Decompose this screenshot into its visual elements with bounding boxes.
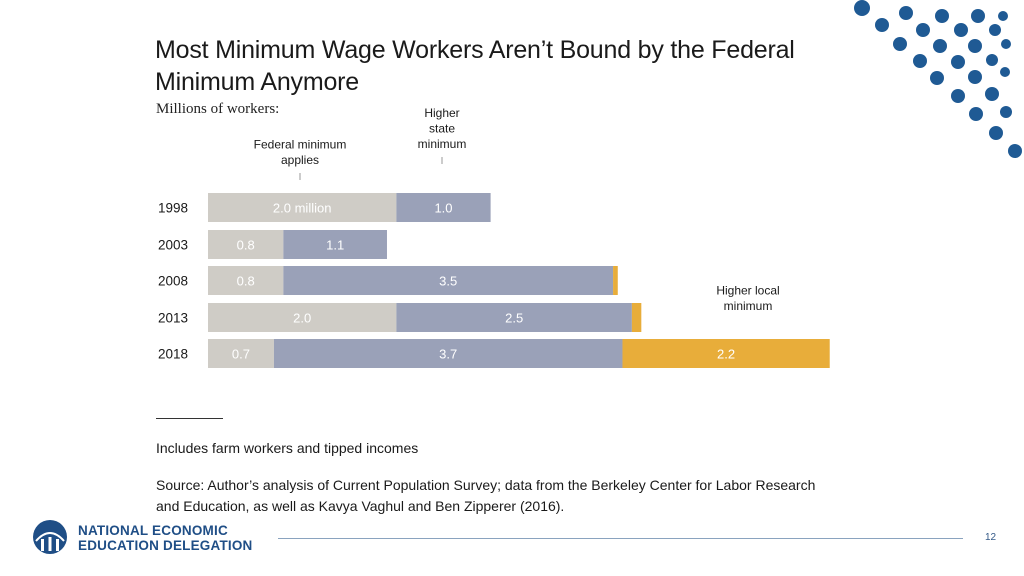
data-label: 2.0 million — [273, 201, 332, 216]
decorative-dot — [986, 54, 998, 66]
decorative-dot — [1000, 106, 1012, 118]
decorative-dot — [951, 89, 965, 103]
decorative-dot — [998, 11, 1008, 21]
series-annotation: Federal minimum — [254, 138, 347, 152]
decorative-dot — [971, 9, 985, 23]
data-label: 0.8 — [237, 274, 255, 289]
chart-title: Most Minimum Wage Workers Aren’t Bound b… — [155, 36, 795, 96]
bar-segment — [631, 303, 642, 332]
decorative-dot — [916, 23, 930, 37]
data-label: 1.0 — [434, 201, 452, 216]
decorative-dot — [969, 107, 983, 121]
decorative-dot — [989, 126, 1003, 140]
decorative-dot — [954, 23, 968, 37]
chart-source: Source: Author’s analysis of Current Pop… — [156, 477, 816, 514]
decorative-dot — [1008, 144, 1022, 158]
bar-segment — [208, 266, 284, 295]
data-label: 3.7 — [439, 347, 457, 362]
decorative-dot — [1001, 39, 1011, 49]
decorative-dot — [913, 54, 927, 68]
org-name-line2: EDUCATION DELEGATION — [78, 538, 253, 553]
page-number: 12 — [985, 532, 997, 543]
series-annotation: minimum — [724, 299, 773, 313]
decorative-dot — [893, 37, 907, 51]
decorative-dot — [899, 6, 913, 20]
decorative-dot — [854, 0, 870, 16]
series-annotation: minimum — [418, 137, 467, 151]
data-label: 3.5 — [439, 274, 457, 289]
footer-rule — [278, 538, 963, 539]
data-label: 2.0 — [293, 311, 311, 326]
year-label: 1998 — [158, 201, 188, 216]
nee-logo-icon — [33, 520, 67, 554]
data-label: 2.2 — [717, 347, 735, 362]
decorative-dot — [951, 55, 965, 69]
bar-segment — [613, 266, 618, 295]
bar-segment — [208, 339, 274, 368]
data-label: 1.1 — [326, 238, 344, 253]
bar-segment — [396, 193, 491, 222]
decorative-dot — [875, 18, 889, 32]
bar-segment — [208, 303, 397, 332]
stacked-bar-chart: 1998 2.0 million 1.0 2003 0.8 1.1 2008 0.8 3.5 20… — [158, 106, 830, 368]
series-annotation: Higher — [424, 106, 459, 120]
decorative-dot — [930, 71, 944, 85]
series-annotation: Higher local — [716, 284, 779, 298]
decorative-dot — [933, 39, 947, 53]
data-label: 2.5 — [505, 311, 523, 326]
decorative-dot — [1000, 67, 1010, 77]
decorative-dot — [968, 39, 982, 53]
chart-subtitle: Millions of workers: — [156, 101, 280, 117]
decorative-dot — [968, 70, 982, 84]
bar-segment — [208, 230, 284, 259]
bar-segment — [283, 230, 387, 259]
year-label: 2013 — [158, 311, 188, 326]
decorative-dot-pattern — [854, 0, 1022, 158]
decorative-dot — [935, 9, 949, 23]
bar-segment — [622, 339, 830, 368]
year-label: 2018 — [158, 347, 188, 362]
chart-note: Includes farm workers and tipped incomes — [156, 440, 419, 456]
org-name: NATIONAL ECONOMIC EDUCATION DELEGATION — [78, 523, 253, 553]
bar-segment — [283, 266, 614, 295]
series-annotation: applies — [281, 153, 319, 167]
bar-segment — [396, 303, 632, 332]
footnote-divider — [156, 418, 223, 419]
year-label: 2008 — [158, 274, 188, 289]
decorative-dot — [985, 87, 999, 101]
data-label: 0.7 — [232, 347, 250, 362]
org-name-line1: NATIONAL ECONOMIC — [78, 523, 228, 538]
decorative-dot — [989, 24, 1001, 36]
data-label: 0.8 — [237, 238, 255, 253]
year-label: 2003 — [158, 238, 188, 253]
bar-segment — [208, 193, 397, 222]
bar-segment — [273, 339, 623, 368]
series-annotation: state — [429, 122, 455, 136]
